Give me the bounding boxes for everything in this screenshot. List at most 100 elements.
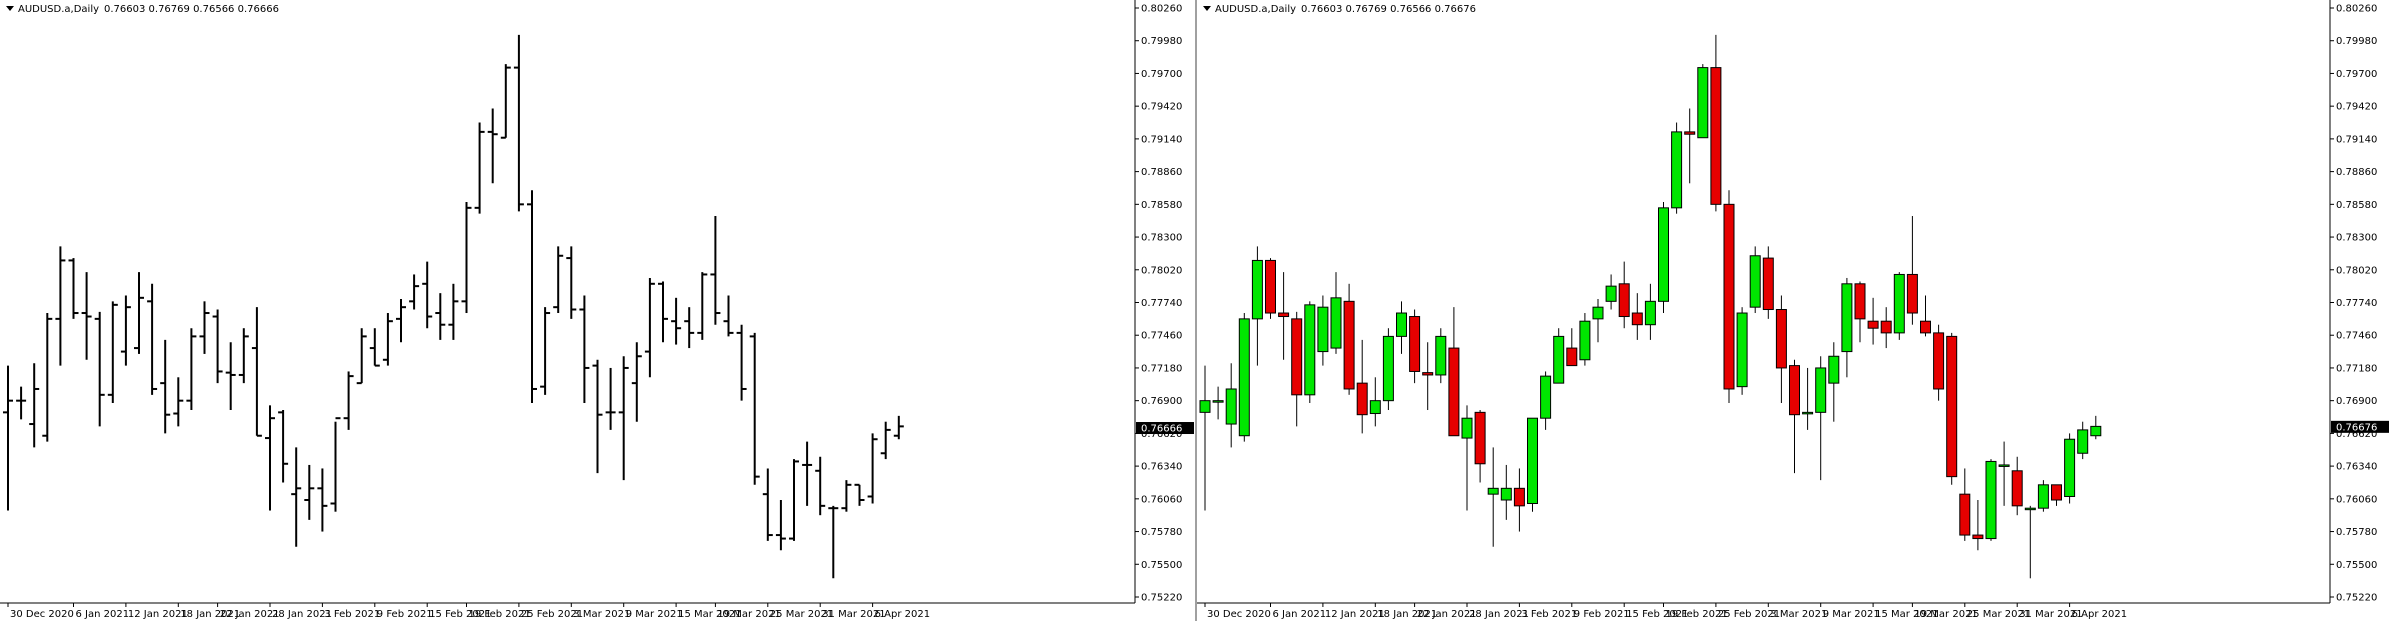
bear-candle	[1789, 359, 1800, 474]
chart-panel-ohlc[interactable]: 0.80260 0.79980 0.79700 0.79420 0.79140 0.788…	[0, 0, 1195, 621]
ohlc-values-label: 0.76603 0.76769 0.76566 0.76666	[104, 4, 279, 15]
x-tick-label: 25 Mar 2021	[1967, 609, 2030, 620]
bull-candle	[2077, 421, 2089, 460]
ohlc-bar	[736, 324, 747, 401]
y-tick-label: 0.76900	[2336, 396, 2377, 407]
x-tick-label: 15 Feb 2021	[1626, 609, 1688, 620]
ohlc-bar	[513, 34, 524, 212]
y-tick-label: 0.79140	[1141, 134, 1182, 145]
bear-candle	[1854, 281, 1866, 343]
bear-candle	[1920, 295, 1931, 337]
ohlc-bar	[448, 283, 459, 340]
bull-candle	[2090, 415, 2102, 440]
bull-candle	[1527, 417, 1538, 512]
y-tick-label: 0.77460	[2336, 331, 2377, 342]
chart-panel-candlestick[interactable]: 0.80260 0.79980 0.79700 0.79420 0.79140 0.788…	[1197, 0, 2390, 621]
bear-candle	[1291, 311, 1303, 427]
bull-candle	[1828, 342, 1840, 422]
bull-candle	[1199, 365, 1211, 511]
ohlc-bar	[710, 216, 721, 325]
x-tick-label: 18 Jan 2021	[1377, 609, 1437, 620]
ohlc-bar	[330, 417, 341, 512]
ohlc-bar	[265, 405, 275, 511]
symbol-label: AUDUSD.a,Daily	[18, 4, 99, 15]
ohlc-bar	[474, 122, 485, 214]
bull-candle	[1658, 201, 1669, 314]
x-tick-label: 12 Jan 2021	[128, 609, 188, 620]
ohlc-bar	[94, 311, 105, 427]
ohlc-bar	[789, 459, 799, 541]
bull-candle	[1382, 328, 1394, 411]
bear-candle	[2051, 484, 2062, 506]
ohlc-bar	[317, 468, 328, 532]
bear-candle	[1723, 190, 1735, 404]
y-tick-label: 0.79420	[2336, 102, 2377, 113]
ohlc-bar	[566, 246, 577, 319]
y-tick-label: 0.76340	[1141, 462, 1182, 473]
x-tick-label: 28 Jan 2021	[1469, 609, 1529, 620]
x-tick-label: 15 Mar 2021	[1875, 609, 1938, 620]
ohlc-bar	[396, 298, 406, 343]
x-tick-label: 31 Mar 2021	[822, 609, 885, 620]
ohlc-bar	[854, 483, 865, 506]
collapse-triangle-icon[interactable]	[6, 6, 14, 11]
y-tick-label: 0.77180	[2336, 363, 2377, 374]
x-tick-label: 15 Mar 2021	[678, 609, 741, 620]
y-tick-label: 0.80260	[2336, 4, 2377, 15]
x-tick-label: 15 Feb 2021	[429, 609, 491, 620]
candlestick-chart: 0.80260 0.79980 0.79700 0.79420 0.79140 0.788…	[1197, 0, 2389, 620]
bear-candle	[1972, 500, 1984, 551]
bear-candle	[1422, 342, 1434, 411]
x-tick-label: 22 Jan 2021	[220, 609, 280, 620]
y-tick-label: 0.77740	[1141, 298, 1182, 309]
y-tick-label: 0.79980	[1141, 36, 1182, 47]
y-tick-label: 0.76340	[2336, 462, 2377, 473]
x-tick-label: 3 Mar 2021	[1770, 609, 1827, 620]
ohlc-bar	[382, 313, 393, 366]
bull-candle	[1579, 313, 1591, 366]
bear-candle	[1474, 410, 1486, 483]
collapse-triangle-icon[interactable]	[1203, 6, 1211, 11]
ohlc-bar	[186, 328, 197, 411]
bear-candle	[1631, 293, 1643, 340]
x-tick-label: 28 Jan 2021	[272, 609, 332, 620]
x-tick-label: 9 Mar 2021	[626, 609, 683, 620]
ohlc-bar	[134, 272, 144, 354]
y-tick-label: 0.75220	[2336, 593, 2377, 604]
bear-candle	[1409, 309, 1421, 384]
bull-candle	[1841, 277, 1853, 378]
current-price-label: 0.76666	[1141, 424, 1182, 435]
y-tick-label: 0.77460	[1141, 331, 1182, 342]
ohlc-bar	[291, 447, 302, 547]
bull-candle	[1435, 328, 1447, 384]
bull-candle	[1749, 246, 1761, 314]
ohlc-bar	[828, 505, 839, 579]
x-tick-label: 6 Jan 2021	[1273, 609, 1327, 620]
bear-candle	[1946, 332, 1958, 485]
ohlc-bar	[841, 480, 852, 512]
ohlc-bar	[81, 272, 92, 360]
bull-candle	[1998, 441, 2010, 506]
bear-candle	[1933, 324, 1945, 401]
y-tick-label: 0.76900	[1141, 396, 1182, 407]
y-tick-label: 0.75780	[2336, 527, 2377, 538]
bull-candle	[1592, 298, 1604, 343]
ohlc-bar	[225, 342, 236, 411]
bear-candle	[1278, 272, 1290, 360]
ohlc-bar	[671, 297, 682, 345]
current-price-box	[2331, 420, 2389, 433]
x-tick-label: 3 Feb 2021	[324, 609, 380, 620]
ohlc-bar	[435, 293, 446, 340]
bull-candle	[1500, 464, 1512, 520]
ohlc-bar	[356, 328, 367, 385]
bull-candle	[1893, 272, 1905, 340]
bear-candle	[1343, 283, 1355, 395]
bear-candle	[1684, 108, 1696, 184]
bull-candle	[1212, 386, 1224, 420]
ohlc-bar	[16, 386, 27, 420]
ohlc-bar	[107, 301, 118, 404]
symbol-label: AUDUSD.a,Daily	[1215, 4, 1296, 15]
ohlc-bar	[631, 342, 642, 422]
bull-candle	[1644, 283, 1656, 340]
bear-candle	[1356, 339, 1368, 434]
